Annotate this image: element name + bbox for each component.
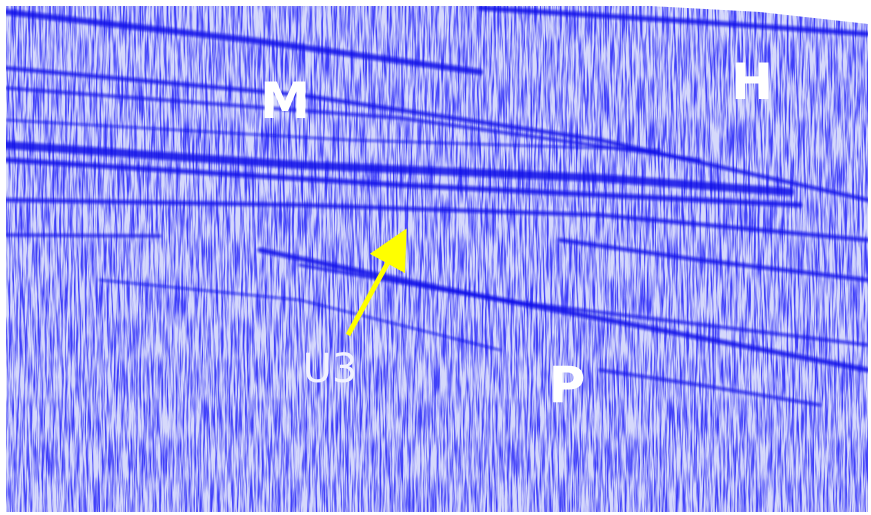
reflector	[558, 238, 868, 282]
reflector	[6, 66, 868, 202]
label-m: M	[260, 72, 310, 130]
label-p: P	[549, 356, 586, 414]
reflector	[6, 198, 868, 242]
reflector	[6, 119, 661, 151]
reflector	[298, 263, 868, 347]
reflector	[6, 9, 483, 75]
noise	[6, 6, 868, 512]
reflectors	[6, 6, 868, 407]
reflector	[6, 141, 794, 196]
reflector	[598, 368, 822, 407]
reflector	[257, 247, 868, 373]
reflector	[6, 157, 803, 208]
arrow	[345, 228, 407, 337]
reflector	[99, 279, 501, 351]
label-h: H	[731, 53, 773, 111]
reflector	[6, 86, 702, 162]
label-u3: U3	[303, 346, 358, 392]
reflector	[477, 6, 868, 37]
profile-image	[6, 6, 868, 512]
reflector	[6, 233, 162, 238]
